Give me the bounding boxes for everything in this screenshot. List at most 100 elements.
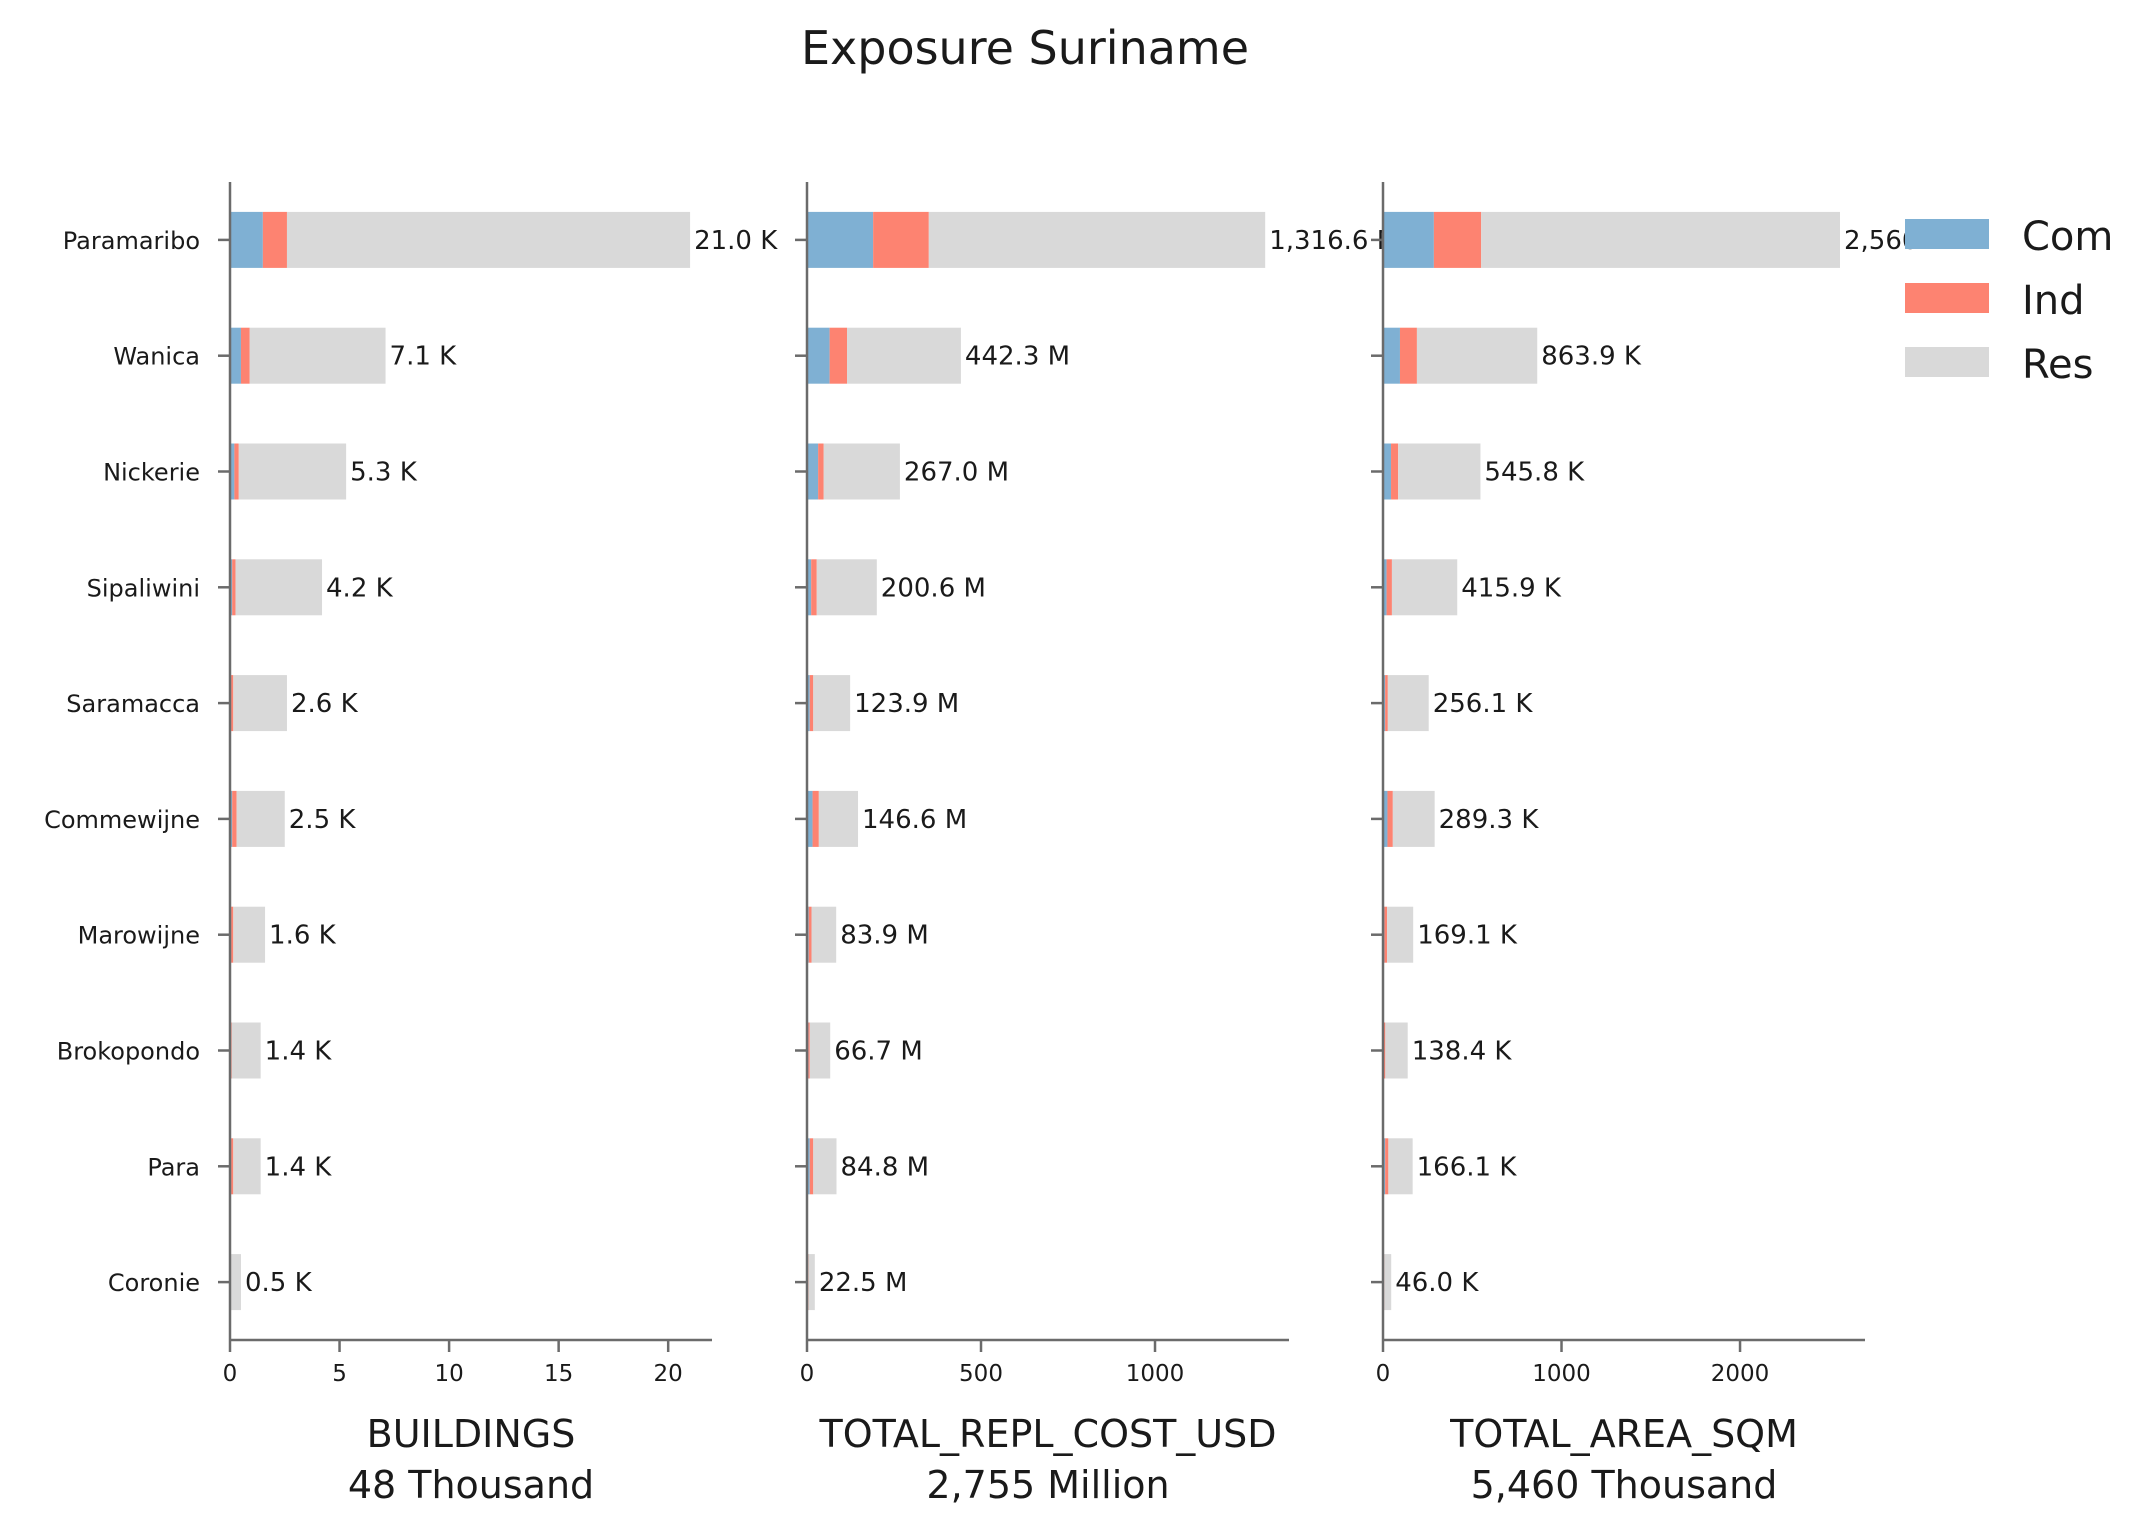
x-axis-title: TOTAL_REPL_COST_USD	[818, 1412, 1276, 1456]
bar-ind-nickerie	[1391, 443, 1399, 500]
value-label-para: 166.1 K	[1417, 1152, 1518, 1182]
y-tick-label-para: Para	[147, 1153, 200, 1181]
bar-res-paramaribo	[286, 211, 691, 268]
y-tick-label-paramaribo: Paramaribo	[63, 227, 200, 255]
bar-ind-brokopondo	[808, 1022, 810, 1079]
x-tick-label: 15	[544, 1361, 573, 1387]
x-tick-label: 0	[800, 1361, 815, 1387]
value-label-coronie: 22.5 M	[819, 1268, 908, 1298]
x-axis-total: 2,755 Million	[926, 1463, 1169, 1507]
x-tick-label: 5	[332, 1361, 347, 1387]
y-tick-label-saramacca: Saramacca	[66, 690, 200, 718]
x-tick-label: 0	[1376, 1361, 1391, 1387]
legend-label-com: Com	[2022, 214, 2113, 260]
bar-res-marowijne	[233, 906, 266, 963]
y-tick-label-brokopondo: Brokopondo	[57, 1038, 200, 1066]
bar-ind-para	[231, 1138, 234, 1195]
bar-res-wanica	[249, 327, 386, 384]
value-label-saramacca: 123.9 M	[854, 689, 959, 719]
x-tick-label: 0	[223, 1361, 238, 1387]
bar-res-paramaribo	[1481, 211, 1841, 268]
bar-ind-brokopondo	[1383, 1022, 1386, 1079]
y-tick-label-wanica: Wanica	[113, 343, 200, 371]
value-label-marowijne: 1.6 K	[269, 921, 337, 951]
bar-ind-paramaribo	[873, 211, 929, 268]
bar-res-wanica	[1416, 327, 1538, 384]
chart-title: Exposure Suriname	[801, 21, 1249, 75]
bar-com-nickerie	[1383, 443, 1392, 500]
bar-res-sipaliwini	[1391, 559, 1458, 616]
value-label-commewijne: 2.5 K	[289, 805, 357, 835]
value-label-commewijne: 289.3 K	[1439, 805, 1540, 835]
bar-res-nickerie	[1398, 443, 1481, 500]
value-label-marowijne: 169.1 K	[1417, 921, 1518, 951]
x-tick-label: 500	[959, 1361, 1003, 1387]
value-label-saramacca: 2.6 K	[291, 689, 359, 719]
bar-res-coronie	[231, 1254, 241, 1311]
bar-res-commewijne	[1392, 790, 1435, 847]
value-label-brokopondo: 138.4 K	[1412, 1037, 1513, 1067]
bar-com-sipaliwini	[807, 559, 812, 616]
value-label-sipaliwini: 200.6 M	[881, 573, 986, 603]
x-tick-label: 1000	[1126, 1361, 1185, 1387]
bar-res-para	[813, 1138, 837, 1195]
bar-ind-wanica	[240, 327, 250, 384]
bar-com-wanica	[807, 327, 830, 384]
bar-com-paramaribo	[230, 211, 263, 268]
bar-com-paramaribo	[807, 211, 874, 268]
bar-res-wanica	[847, 327, 961, 384]
bar-com-wanica	[230, 327, 241, 384]
value-label-nickerie: 5.3 K	[350, 458, 418, 488]
legend-swatch-ind	[1905, 283, 1989, 313]
value-label-brokopondo: 1.4 K	[265, 1037, 333, 1067]
bar-res-sipaliwini	[816, 559, 877, 616]
bar-ind-saramacca	[231, 675, 234, 732]
bar-res-commewijne	[236, 790, 285, 847]
value-label-commewijne: 146.6 M	[862, 805, 967, 835]
value-label-para: 84.8 M	[841, 1152, 930, 1182]
value-label-coronie: 46.0 K	[1395, 1268, 1479, 1298]
bar-ind-paramaribo	[1433, 211, 1482, 268]
bar-ind-wanica	[829, 327, 848, 384]
bar-ind-sipaliwini	[811, 559, 817, 616]
bar-ind-nickerie	[818, 443, 824, 500]
bar-res-brokopondo	[1385, 1022, 1408, 1079]
value-label-wanica: 442.3 M	[965, 342, 1070, 372]
value-label-coronie: 0.5 K	[245, 1268, 313, 1298]
bar-ind-commewijne	[232, 790, 237, 847]
bar-res-nickerie	[823, 443, 900, 500]
bar-com-nickerie	[807, 443, 819, 500]
bar-res-nickerie	[238, 443, 347, 500]
bar-res-saramacca	[233, 675, 287, 732]
bar-res-commewijne	[818, 790, 859, 847]
bar-res-marowijne	[1387, 906, 1414, 963]
bar-ind-commewijne	[1387, 790, 1393, 847]
bar-com-para	[807, 1138, 810, 1195]
bar-ind-saramacca	[809, 675, 814, 732]
value-label-nickerie: 267.0 M	[904, 458, 1009, 488]
bar-res-coronie	[1384, 1254, 1392, 1311]
value-label-brokopondo: 66.7 M	[834, 1037, 923, 1067]
bar-com-saramacca	[807, 675, 810, 732]
value-label-para: 1.4 K	[265, 1152, 333, 1182]
x-tick-label: 10	[434, 1361, 463, 1387]
bar-com-commewijne	[1383, 790, 1388, 847]
bar-res-saramacca	[1387, 675, 1429, 732]
x-tick-label: 1000	[1532, 1361, 1591, 1387]
y-tick-label-coronie: Coronie	[108, 1269, 200, 1297]
bar-res-para	[1388, 1138, 1413, 1195]
bar-ind-nickerie	[234, 443, 239, 500]
x-tick-label: 2000	[1711, 1361, 1770, 1387]
x-axis-title: BUILDINGS	[367, 1412, 576, 1456]
bar-com-wanica	[1383, 327, 1400, 384]
bar-com-paramaribo	[1383, 211, 1434, 268]
y-tick-label-commewijne: Commewijne	[44, 806, 200, 834]
bar-ind-commewijne	[812, 790, 819, 847]
value-label-marowijne: 83.9 M	[840, 921, 929, 951]
bar-ind-sipaliwini	[1386, 559, 1392, 616]
bar-res-paramaribo	[928, 211, 1266, 268]
y-tick-label-marowijne: Marowijne	[78, 922, 200, 950]
bar-res-sipaliwini	[235, 559, 323, 616]
